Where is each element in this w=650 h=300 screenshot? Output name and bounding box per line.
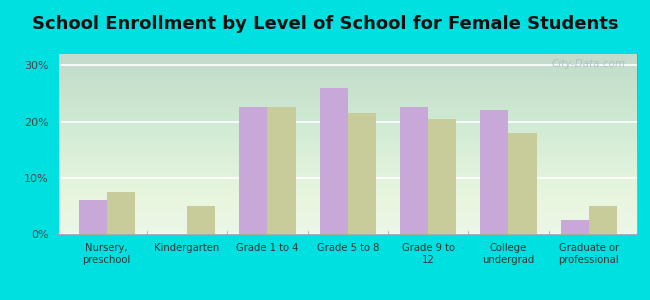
Bar: [561, 220, 589, 234]
Bar: [239, 107, 267, 234]
Bar: [187, 206, 215, 234]
Bar: [428, 119, 456, 234]
Bar: [589, 206, 617, 234]
Bar: [508, 133, 536, 234]
Bar: [320, 88, 348, 234]
Bar: [107, 192, 135, 234]
Text: School Enrollment by Level of School for Female Students: School Enrollment by Level of School for…: [32, 15, 618, 33]
Bar: [400, 107, 428, 234]
Bar: [79, 200, 107, 234]
Bar: [480, 110, 508, 234]
Bar: [267, 107, 296, 234]
Bar: [348, 113, 376, 234]
Text: City-Data.com: City-Data.com: [551, 59, 625, 69]
